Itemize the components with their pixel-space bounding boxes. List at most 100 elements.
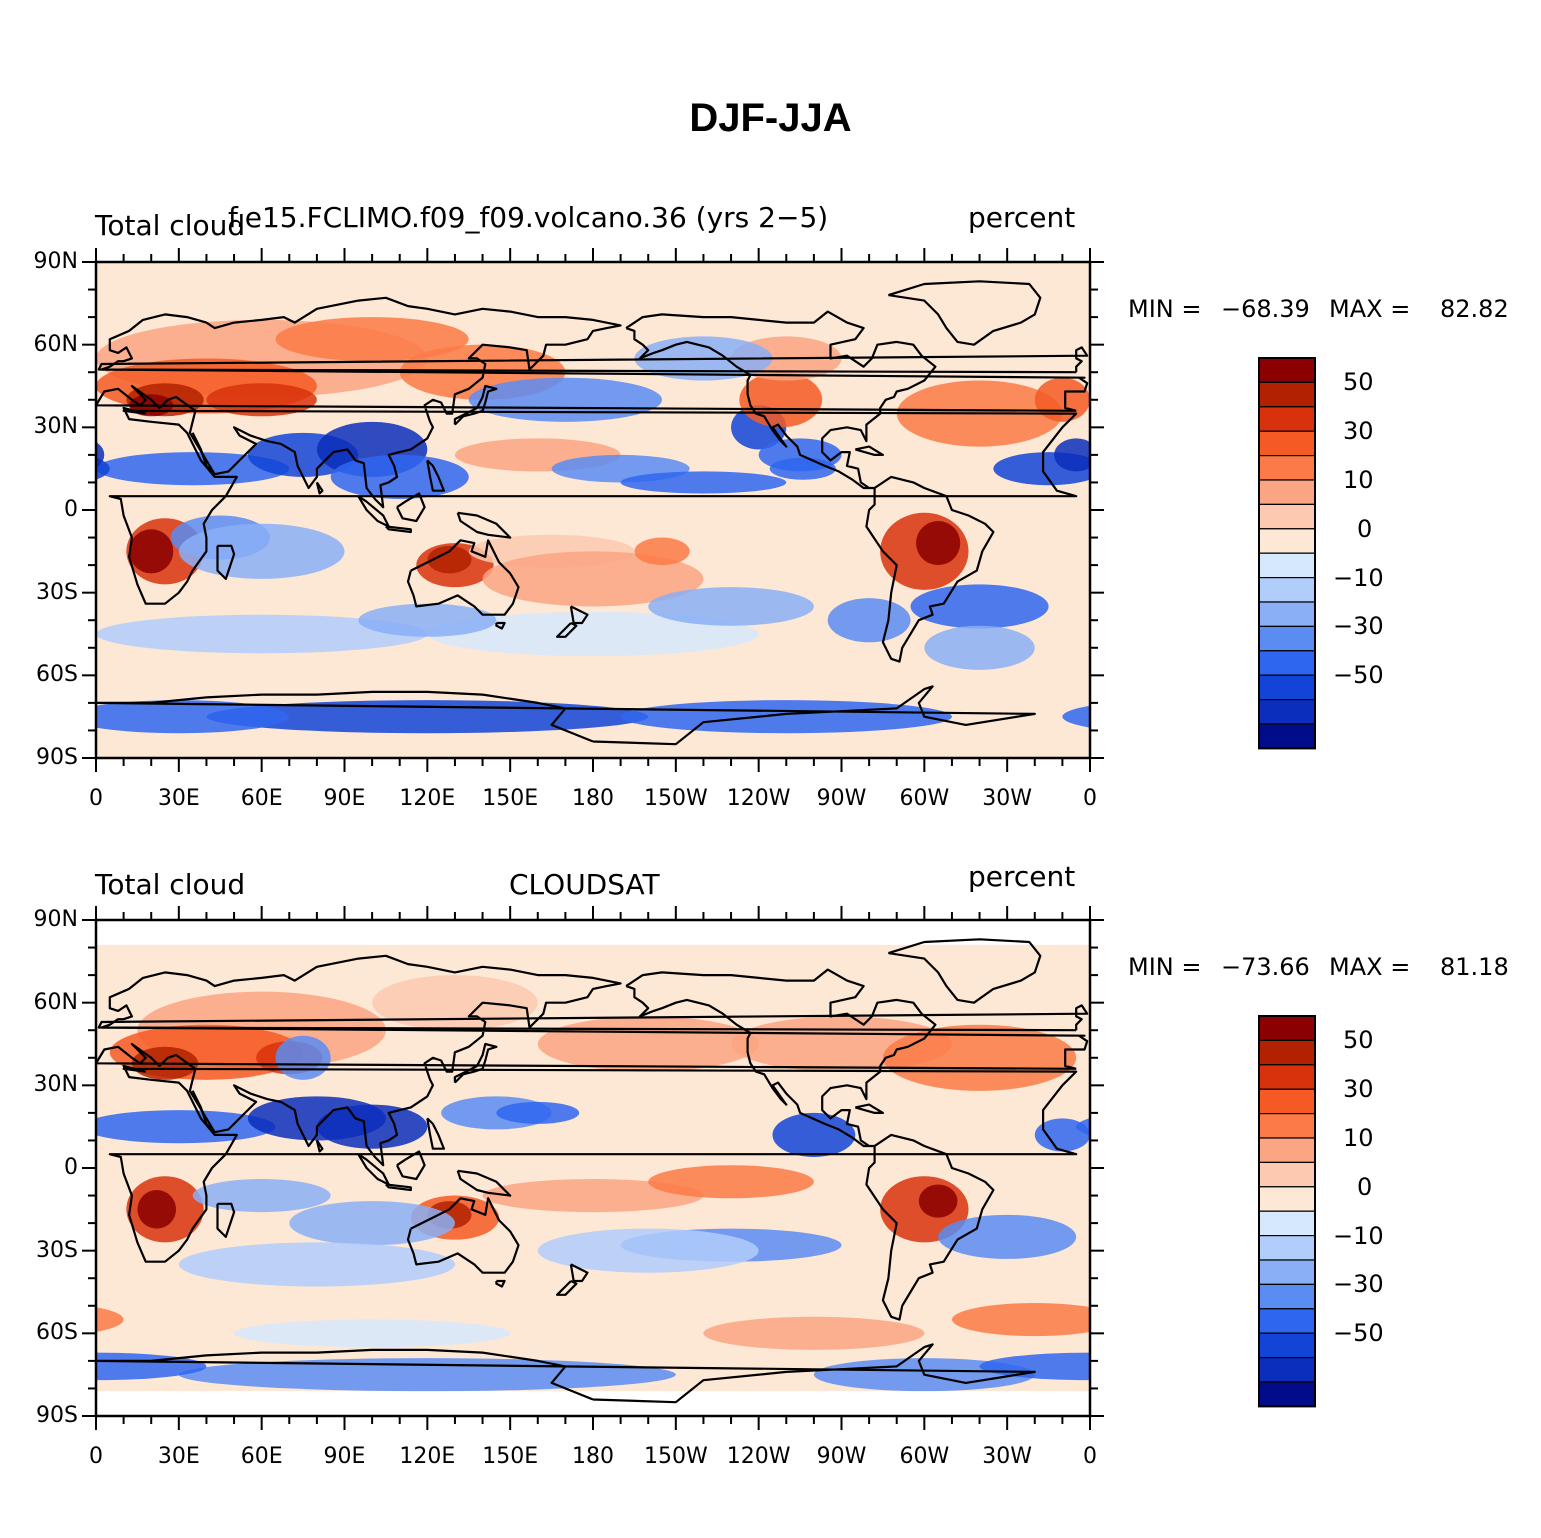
coastline [191,432,216,475]
panel2-right-label: percent [968,860,1076,893]
colorbar-swatch [1258,723,1316,749]
lat-tick-label: 30S [36,1237,78,1263]
panel2-max-value: 81.18 [1440,953,1509,981]
coastline [96,1343,1036,1404]
field-contour [620,700,952,734]
colorbar-swatch [1258,1161,1316,1188]
panel2-min-value: −73.66 [1221,953,1310,981]
field-contour [468,377,663,422]
field-contour [1421,1201,1465,1229]
field-contour [1123,529,1167,573]
coastline [108,406,1078,605]
field-contour [96,614,428,654]
field-contour [1405,1196,1493,1240]
colorbar-swatch [1258,1381,1316,1407]
figure-title: DJF-JJA [689,96,852,140]
panel2-center-label: CLOUDSAT [509,868,660,901]
lon-tick-label: 90W [816,786,867,811]
field-contour [620,471,787,494]
coastline [865,1133,995,1321]
field-contour [703,1316,925,1350]
field-contour [648,587,814,626]
panel1-left-label: Total cloud [95,209,246,242]
lon-tick-label: 60E [240,1444,283,1469]
colorbar-swatch [1258,1283,1316,1310]
lon-tick-label: 0 [89,1444,103,1469]
axis-ticks-2 [82,906,1104,1430]
field-contour [330,454,469,499]
field-contour [96,1352,207,1381]
field-contour [769,457,836,480]
coastline [396,1150,426,1181]
coastline [888,280,1042,346]
lon-tick-label: 60W [899,786,950,811]
field-contour [1421,612,1541,656]
colorbar-swatch [1258,552,1316,579]
coastline [216,544,236,581]
lon-tick-label: 180 [572,786,614,811]
coastline [96,954,1089,1167]
map-panel-2 [82,906,1541,1430]
map-panel-1 [82,248,1541,772]
coastline [108,1064,1078,1263]
field-contour [1532,1016,1541,1071]
field-contour [1034,377,1090,422]
field-contour [1200,700,1541,733]
field-contour [1532,1229,1541,1273]
panel1-min-value: −68.39 [1221,295,1310,323]
coastline [97,346,1089,374]
coastline [854,1103,885,1115]
colorbar-swatch [1258,1259,1316,1285]
colorbar-frame [1258,1015,1316,1408]
field-contour [910,584,1049,629]
colorbar-label: −10 [1333,563,1384,592]
colorbar-swatch [1258,1064,1316,1090]
lat-tick-label: 0 [64,1155,78,1180]
lat-tick-label: 90S [36,745,78,770]
colorbar-label: 0 [1357,1172,1373,1201]
field-contour [1477,1179,1541,1212]
field-contour [192,1179,331,1213]
field-contour [1366,975,1532,1030]
colorbar-label: −30 [1333,1270,1384,1299]
lon-tick-label: 90W [816,1444,867,1469]
colorbar-swatch [1258,1308,1316,1334]
coastline [96,296,1089,509]
field-contour [1062,705,1090,728]
field-contour [634,537,690,566]
colorbar-frame [1258,357,1316,750]
field-contour [1120,383,1197,416]
lat-tick-label: 60S [36,662,78,688]
field-contour [648,1165,814,1199]
field-contour [372,975,538,1031]
field-contour [1034,1118,1090,1152]
coastline [406,1197,520,1274]
colorbar-swatch [1258,381,1316,408]
field-contour [234,1319,511,1348]
field-contour [96,1110,276,1144]
field-contour [427,611,759,657]
colorbar-swatch [1258,650,1316,676]
lon-tick-label: 120W [726,1444,791,1469]
coastline [406,539,520,616]
field-contour [1090,452,1283,485]
lon-tick-label: 150E [482,786,539,811]
coastline [96,685,1036,746]
field-contour [537,1016,759,1072]
lon-tick-label: 150E [482,1444,539,1469]
field-contour [129,529,174,574]
field-contour [1463,535,1541,568]
lat-tick-label: 90N [33,907,78,932]
lon-tick-label: 30E [157,1444,200,1469]
colorbar-swatch [1258,479,1316,505]
colorbar-label: −10 [1333,1221,1384,1250]
colorbar-swatch [1258,357,1316,383]
lon-tick-label: 60E [240,786,283,811]
coastline [216,1202,236,1239]
colorbar-swatch [1258,625,1316,652]
panel1-max-label: MAX = [1329,295,1411,323]
field-contour [1421,546,1465,574]
lon-tick-label: 90E [323,1444,366,1469]
coastline [456,511,512,539]
field-contour [1477,551,1541,606]
